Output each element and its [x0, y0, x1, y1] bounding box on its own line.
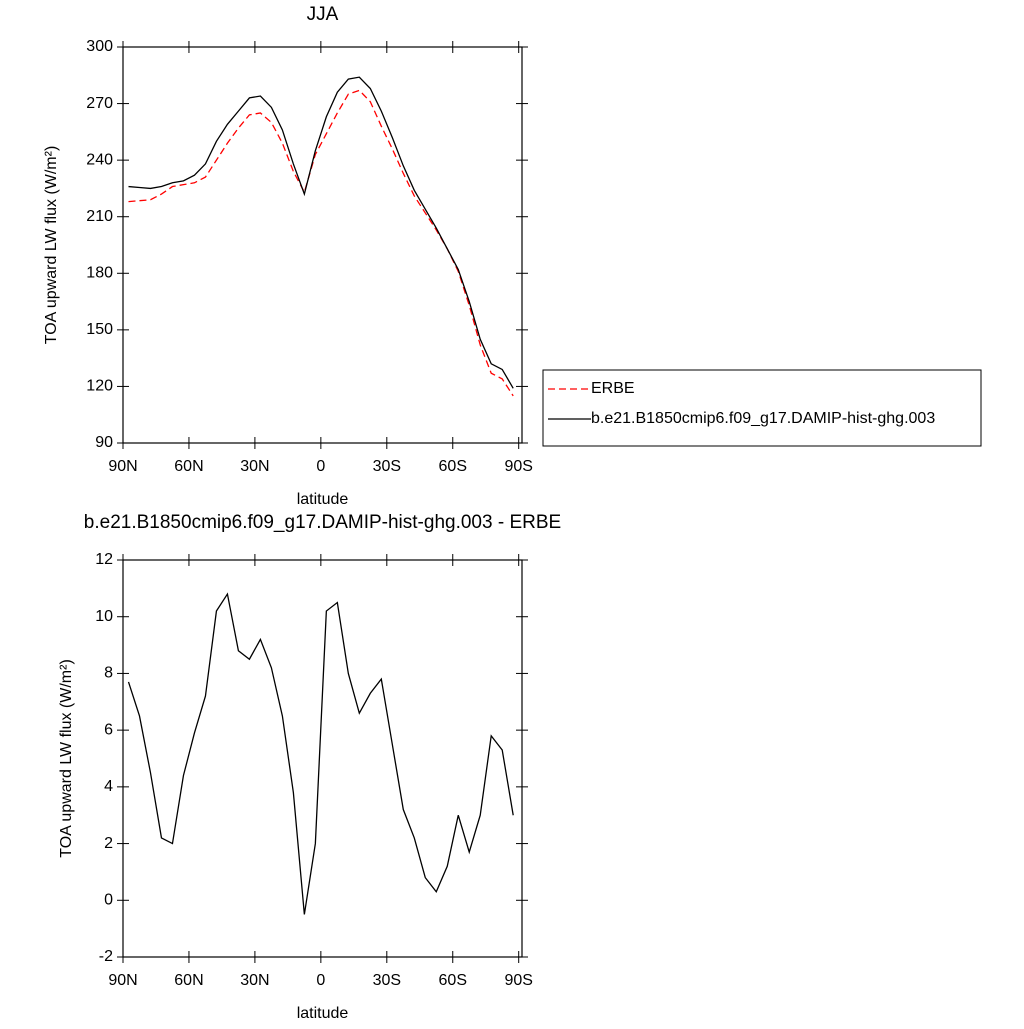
x-tick-label: 30S — [373, 458, 401, 475]
x-tick-label: 60N — [174, 972, 203, 989]
x-tick-label: 90N — [108, 972, 137, 989]
y-tick-label: 10 — [95, 608, 113, 625]
y-tick-label: 0 — [104, 892, 113, 909]
y-tick-label: 12 — [95, 551, 113, 568]
data-line — [127, 592, 514, 915]
x-tick-label: 90S — [504, 972, 532, 989]
legend-label: ERBE — [591, 380, 635, 397]
legend-box — [542, 369, 982, 447]
y-tick-label: 210 — [86, 208, 113, 225]
x-tick-label: 30S — [373, 972, 401, 989]
x-tick-label: 30N — [240, 972, 269, 989]
y-tick-label: 270 — [86, 95, 113, 112]
y-tick-label: 90 — [95, 434, 113, 451]
data-line — [128, 89, 514, 397]
y-tick-label: 150 — [86, 321, 113, 338]
y-tick-label: 240 — [86, 151, 113, 168]
x-tick-label: 0 — [316, 972, 325, 989]
legend-label: b.e21.B1850cmip6.f09_g17.DAMIP-hist-ghg.… — [591, 410, 935, 427]
y-tick-label: 180 — [86, 265, 113, 282]
x-tick-label: 60S — [439, 972, 467, 989]
y-axis-label: TOA upward LW flux (W/m²) — [43, 146, 60, 345]
y-tick-label: 120 — [86, 378, 113, 395]
plot-frame — [122, 46, 523, 444]
y-tick-label: 2 — [104, 835, 113, 852]
data-line — [128, 76, 514, 389]
y-tick-label: 6 — [104, 721, 113, 738]
y-tick-label: 8 — [104, 665, 113, 682]
plot-frame — [122, 559, 523, 958]
x-tick-label: 60S — [439, 458, 467, 475]
y-tick-label: 300 — [86, 38, 113, 55]
x-axis-label: latitude — [297, 1005, 349, 1022]
x-tick-label: 0 — [316, 458, 325, 475]
chart-title: b.e21.B1850cmip6.f09_g17.DAMIP-hist-ghg.… — [84, 512, 561, 533]
y-axis-label: TOA upward LW flux (W/m²) — [58, 659, 75, 858]
x-tick-label: 60N — [174, 458, 203, 475]
chart-title: JJA — [307, 4, 339, 25]
y-tick-label: 4 — [104, 778, 113, 795]
x-tick-label: 90S — [504, 458, 532, 475]
x-axis-label: latitude — [297, 491, 349, 508]
y-tick-label: -2 — [99, 948, 113, 965]
x-tick-label: 30N — [240, 458, 269, 475]
x-tick-label: 90N — [108, 458, 137, 475]
